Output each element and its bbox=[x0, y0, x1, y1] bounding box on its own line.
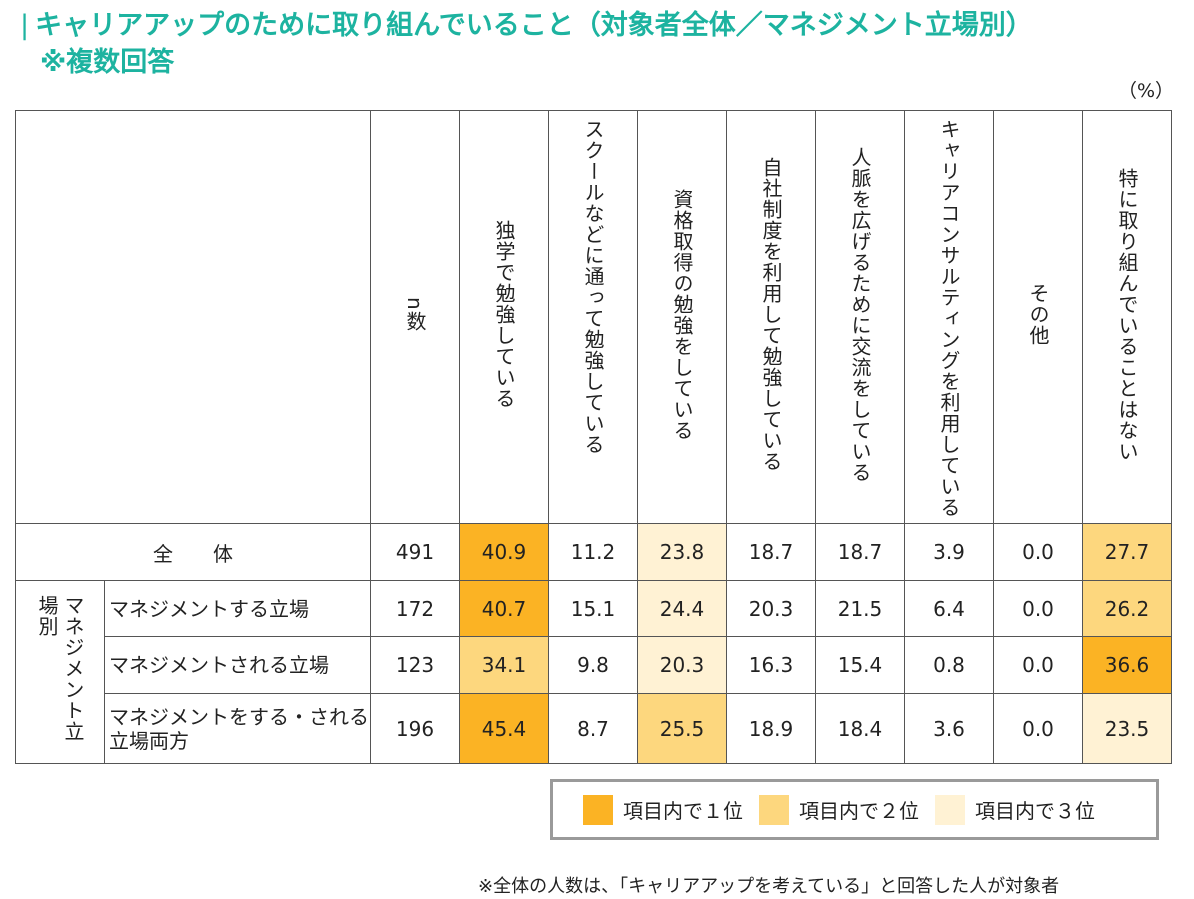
total-n: 491 bbox=[370, 523, 460, 581]
group-row-1: マネジメントされる立場 123 34.1 9.8 20.3 16.3 15.4 … bbox=[16, 636, 1172, 694]
group-value: 24.4 bbox=[637, 580, 727, 637]
group-value: 16.3 bbox=[726, 636, 816, 694]
group-value: 0.0 bbox=[993, 693, 1083, 764]
chart-subtitle: ※複数回答 bbox=[40, 47, 175, 78]
group-row-n: 123 bbox=[370, 636, 460, 694]
group-value: 20.3 bbox=[726, 580, 816, 637]
total-value: 0.0 bbox=[993, 523, 1083, 581]
header-col-0: 独学で勉強している bbox=[459, 110, 549, 524]
legend-swatch-rank3 bbox=[935, 794, 965, 825]
legend-swatch-rank1 bbox=[583, 794, 613, 825]
header-col-6: その他 bbox=[993, 110, 1083, 524]
total-value: 3.9 bbox=[904, 523, 994, 581]
group-value: 0.8 bbox=[904, 636, 994, 694]
header-col-2: 資格取得の勉強をしている bbox=[637, 110, 727, 524]
group-value: 0.0 bbox=[993, 636, 1083, 694]
header-col-4: 人脈を広げるために交流をしている bbox=[815, 110, 905, 524]
group-value: 18.9 bbox=[726, 693, 816, 764]
group-value: 6.4 bbox=[904, 580, 994, 637]
header-col-1: スクールなどに通って勉強している bbox=[548, 110, 638, 524]
group-value: 9.8 bbox=[548, 636, 638, 694]
total-value: 18.7 bbox=[726, 523, 816, 581]
group-value: 15.1 bbox=[548, 580, 638, 637]
group-value: 0.0 bbox=[993, 580, 1083, 637]
footnote: ※全体の人数は、「キャリアアップを考えている」と回答した人が対象者 bbox=[478, 876, 1060, 897]
total-value: 18.7 bbox=[815, 523, 905, 581]
group-row-label: マネジメントする立場 bbox=[104, 580, 371, 637]
group-value: 3.6 bbox=[904, 693, 994, 764]
group-value: 8.7 bbox=[548, 693, 638, 764]
group-row-label: マネジメントをする・される立場両方 bbox=[104, 693, 371, 764]
group-row-0: マネジメント立場別 マネジメントする立場 172 40.7 15.1 24.4 … bbox=[15, 580, 1172, 764]
header-row: n数 独学で勉強している スクールなどに通って勉強している 資格取得の勉強をして… bbox=[15, 110, 1172, 524]
group-value: 25.5 bbox=[637, 693, 727, 764]
group-value: 36.6 bbox=[1082, 636, 1172, 694]
legend: 項目内で１位 項目内で２位 項目内で３位 bbox=[550, 779, 1159, 840]
legend-label: 項目内で２位 bbox=[799, 799, 919, 823]
group-value: 40.7 bbox=[459, 580, 549, 637]
chart-title: | キャリアアップのために取り組んでいること（対象者全体／マネジメント立場別） bbox=[20, 10, 1033, 42]
group-value: 20.3 bbox=[637, 636, 727, 694]
legend-label: 項目内で１位 bbox=[623, 799, 743, 823]
group-value: 23.5 bbox=[1082, 693, 1172, 764]
legend-item: 項目内で２位 bbox=[759, 794, 919, 825]
header-col-3: 自社制度を利用して勉強している bbox=[726, 110, 816, 524]
title-text: キャリアアップのために取り組んでいること（対象者全体／マネジメント立場別） bbox=[35, 10, 1033, 41]
group-row-2: マネジメントをする・される立場両方 196 45.4 8.7 25.5 18.9… bbox=[16, 693, 1172, 764]
group-value: 45.4 bbox=[459, 693, 549, 764]
group-row-label: マネジメントされる立場 bbox=[104, 636, 371, 694]
group-value: 21.5 bbox=[815, 580, 905, 637]
legend-label: 項目内で３位 bbox=[975, 799, 1095, 823]
header-col-5: キャリアコンサルティングを利用している bbox=[904, 110, 994, 524]
data-table: n数 独学で勉強している スクールなどに通って勉強している 資格取得の勉強をして… bbox=[15, 110, 1172, 764]
header-n: n数 bbox=[370, 110, 460, 524]
group-row-n: 172 bbox=[370, 580, 460, 637]
legend-swatch-rank2 bbox=[759, 794, 789, 825]
group-value: 26.2 bbox=[1082, 580, 1172, 637]
group-value: 18.4 bbox=[815, 693, 905, 764]
legend-item: 項目内で３位 bbox=[935, 794, 1095, 825]
header-corner bbox=[15, 110, 371, 524]
total-value: 11.2 bbox=[548, 523, 638, 581]
total-row: 全 体 491 40.9 11.2 23.8 18.7 18.7 3.9 0.0… bbox=[15, 523, 1172, 581]
total-value: 23.8 bbox=[637, 523, 727, 581]
group-value: 34.1 bbox=[459, 636, 549, 694]
group-value: 15.4 bbox=[815, 636, 905, 694]
title-bar-mark: | bbox=[20, 10, 30, 41]
group-label: マネジメント立場別 bbox=[15, 580, 105, 764]
total-row-label: 全 体 bbox=[15, 523, 371, 581]
unit-label: （%） bbox=[1118, 80, 1175, 102]
total-value: 40.9 bbox=[459, 523, 549, 581]
total-value: 27.7 bbox=[1082, 523, 1172, 581]
legend-item: 項目内で１位 bbox=[583, 794, 743, 825]
header-col-7: 特に取り組んでいることはない bbox=[1082, 110, 1172, 524]
group-row-n: 196 bbox=[370, 693, 460, 764]
